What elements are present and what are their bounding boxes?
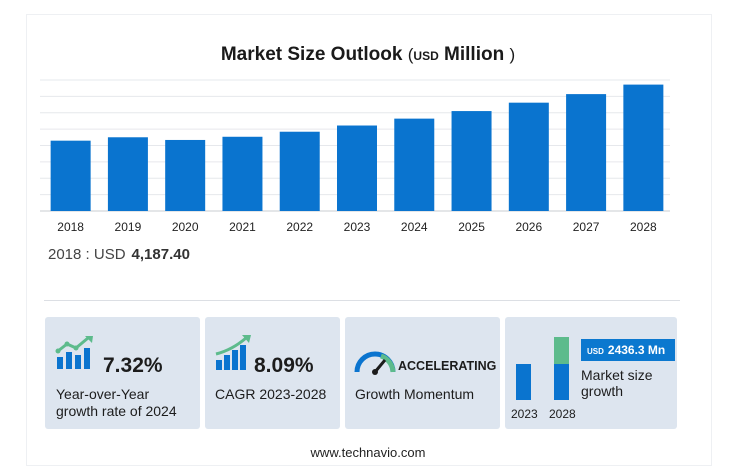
bar-2020 bbox=[165, 139, 206, 211]
yoy-value: 7.32% bbox=[103, 354, 163, 377]
chart-title-text: Market Size Outlook bbox=[220, 44, 403, 65]
bar-2022 bbox=[279, 131, 320, 211]
speedometer-icon bbox=[354, 351, 396, 375]
x-tick-label-2026: 2026 bbox=[515, 220, 542, 234]
bar-2018 bbox=[50, 140, 91, 211]
bar-2024 bbox=[394, 118, 435, 211]
growth-label: Market size growth bbox=[581, 367, 653, 399]
bar-2026 bbox=[508, 102, 549, 211]
x-tick-label-2020: 2020 bbox=[172, 220, 199, 234]
x-tick-label-2027: 2027 bbox=[573, 220, 600, 234]
yoy-label-line1: Year-over-Year bbox=[56, 386, 150, 402]
bar-chart: 2018 2019 2020 2021 2022 2023 2024 2025 2026 2027… bbox=[40, 79, 670, 234]
bar-2023 bbox=[337, 125, 377, 211]
x-tick-label-2019: 2019 bbox=[115, 220, 142, 234]
cagr-card: 8.09% CAGR 2023-2028 bbox=[205, 317, 340, 429]
unit-label: Million bbox=[444, 44, 505, 65]
badge-value: 2436.3 Mn bbox=[607, 343, 666, 357]
chart-title: Market Size Outlook (USD Million ) bbox=[0, 44, 736, 66]
growth-mini-chart bbox=[516, 337, 569, 400]
yoy-label-line2: growth rate of 2024 bbox=[56, 403, 177, 419]
x-tick-label-2028: 2028 bbox=[630, 220, 657, 234]
x-tick-label-2021: 2021 bbox=[229, 220, 256, 234]
unit-currency: USD bbox=[413, 49, 439, 63]
cagr-label: CAGR 2023-2028 bbox=[215, 386, 327, 402]
bar-2027 bbox=[566, 94, 607, 211]
x-tick-label-2024: 2024 bbox=[401, 220, 428, 234]
rising-bars-icon bbox=[215, 335, 251, 370]
bar-2021 bbox=[222, 136, 263, 211]
growth-year-start: 2023 bbox=[511, 407, 538, 421]
growth-badge: USD 2436.3 Mn bbox=[581, 339, 675, 361]
unit-open: ( bbox=[407, 45, 414, 64]
growth-bar-2023 bbox=[516, 364, 531, 400]
x-tick-label-2018: 2018 bbox=[57, 220, 84, 234]
growth-bar-2028-increase bbox=[554, 337, 569, 364]
bar-2025 bbox=[451, 111, 492, 211]
unit-close: ) bbox=[509, 45, 516, 64]
bar-2028 bbox=[623, 84, 664, 211]
momentum-label: Growth Momentum bbox=[355, 386, 475, 402]
momentum-card: ACCELERATING Growth Momentum bbox=[345, 317, 500, 429]
yoy-label: Year-over-Year growth rate of 2024 bbox=[56, 386, 177, 420]
x-tick-label-2023: 2023 bbox=[344, 220, 371, 234]
growth-label-line1: Market size bbox=[581, 367, 653, 383]
base-year-number: 4,187.40 bbox=[131, 246, 190, 263]
momentum-value: ACCELERATING bbox=[398, 359, 497, 373]
badge-currency: USD bbox=[587, 347, 604, 356]
divider bbox=[44, 300, 680, 301]
growth-bar-2028-base bbox=[554, 364, 569, 400]
footer-source: www.technavio.com bbox=[310, 445, 426, 460]
base-year-value: 2018 : USD 4,187.40 bbox=[48, 246, 190, 263]
cagr-value: 8.09% bbox=[254, 354, 314, 377]
yoy-card: 7.32% Year-over-Year growth rate of 2024 bbox=[45, 317, 200, 429]
bar-growth-icon bbox=[55, 336, 93, 369]
growth-label-line2: growth bbox=[581, 383, 624, 399]
base-year-label: 2018 : USD bbox=[48, 246, 126, 263]
growth-year-end: 2028 bbox=[549, 407, 576, 421]
x-tick-label-2022: 2022 bbox=[286, 220, 313, 234]
growth-card: USD 2436.3 Mn Market size growth 2023 202… bbox=[505, 317, 677, 429]
bar-2019 bbox=[107, 137, 148, 211]
x-tick-label-2025: 2025 bbox=[458, 220, 485, 234]
